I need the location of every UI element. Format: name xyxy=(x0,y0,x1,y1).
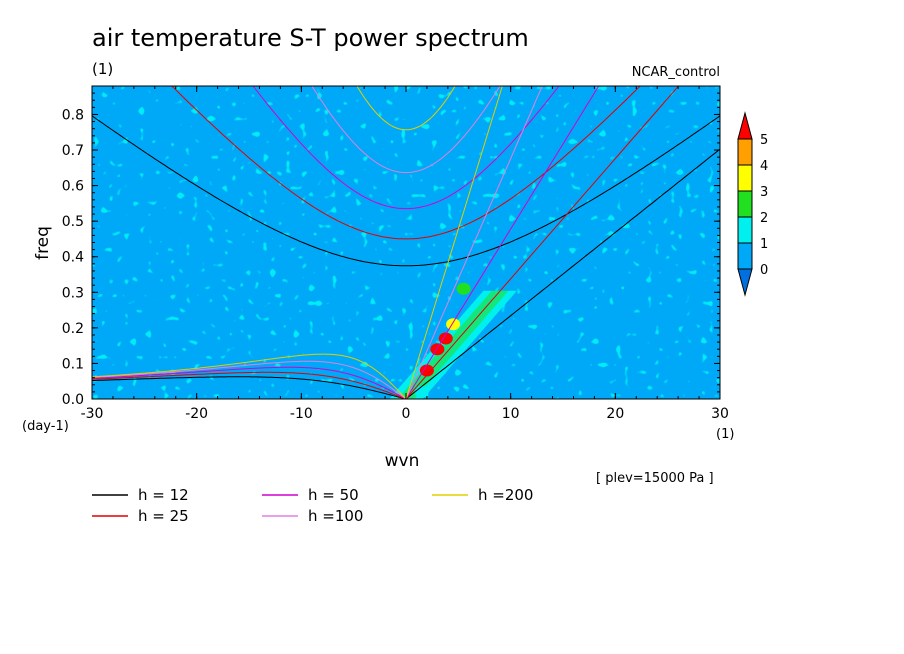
dispersion-curves xyxy=(92,86,720,399)
legend-label: h = 25 xyxy=(138,507,189,525)
chart-subtitle-right: NCAR_control xyxy=(632,65,720,80)
colorbar-label: 3 xyxy=(760,185,768,200)
y-tick-label: 0.4 xyxy=(62,250,84,266)
curve-ig-3 xyxy=(311,86,501,174)
x-tick-label: -20 xyxy=(185,406,208,422)
colorbar-label: 0 xyxy=(760,263,768,278)
noise-texture xyxy=(92,86,720,399)
y-tick-label: 0.6 xyxy=(62,179,84,195)
x-tick-label: -30 xyxy=(81,406,104,422)
plot-area xyxy=(92,86,720,399)
curve-kelvin-2 xyxy=(405,86,600,399)
colorbar-label: 1 xyxy=(760,237,768,252)
colorbar-label: 5 xyxy=(760,133,768,148)
curve-rossby-3 xyxy=(92,360,406,399)
curve-rossby-0 xyxy=(92,376,406,399)
legend-label: h = 50 xyxy=(308,486,359,504)
plev-annotation: [ plev=15000 Pa ] xyxy=(596,471,714,486)
y-tick-label: 0.7 xyxy=(62,143,84,159)
y-axis-ticks: 0.0 0.1 0.2 0.3 0.4 0.5 0.6 0.7 0.8 xyxy=(62,92,720,408)
curve-ig-4 xyxy=(356,86,456,131)
y-tick-label: 0.8 xyxy=(62,107,84,123)
curve-ig-0 xyxy=(92,115,720,267)
legend-label: h =200 xyxy=(478,486,533,504)
hotspot-2 xyxy=(430,343,445,356)
x-tick-label: 0 xyxy=(402,406,411,422)
y-tick-label: 0.0 xyxy=(62,392,84,408)
legend-label: h =100 xyxy=(308,507,363,525)
hotspot-1 xyxy=(419,364,434,377)
colorbar: 0 1 2 3 4 5 xyxy=(737,111,768,297)
curve-kelvin-1 xyxy=(405,86,680,399)
y-unit-label: (day-1) xyxy=(22,419,69,434)
y-tick-label: 0.1 xyxy=(62,356,84,372)
curve-ig-1 xyxy=(171,86,641,240)
x-tick-label: 30 xyxy=(711,406,729,422)
colorbar-segment xyxy=(737,242,753,270)
curve-rossby-1 xyxy=(92,371,406,399)
hotspot-5 xyxy=(456,282,471,295)
colorbar-label: 2 xyxy=(760,211,768,226)
colorbar-min-triangle xyxy=(737,268,753,297)
curve-kelvin-0 xyxy=(405,148,720,399)
y-tick-label: 0.2 xyxy=(62,321,84,337)
y-tick-label: 0.5 xyxy=(62,214,84,230)
chart-title: air temperature S-T power spectrum xyxy=(92,24,529,52)
hotspot-3 xyxy=(438,332,453,345)
x-unit-label: (1) xyxy=(716,427,734,442)
legend: h = 12 h = 25 h = 50 h =100 h =200 xyxy=(92,486,533,525)
x-tick-label: -10 xyxy=(290,406,313,422)
curve-kelvin-4 xyxy=(405,86,503,399)
legend-label: h = 12 xyxy=(138,486,189,504)
x-tick-label: 10 xyxy=(502,406,520,422)
curve-rossby-4 xyxy=(92,353,406,399)
curve-ig-2 xyxy=(252,86,560,210)
colorbar-max-triangle xyxy=(737,111,753,140)
chart-subtitle-left: (1) xyxy=(92,60,113,78)
colorbar-segment xyxy=(737,138,753,166)
colorbar-segment xyxy=(737,164,753,192)
curve-kelvin-3 xyxy=(405,86,543,399)
colorbar-segment xyxy=(737,190,753,218)
hotspot-4 xyxy=(446,318,461,331)
x-axis-ticks: -30 -20 -10 0 10 20 30 xyxy=(81,86,729,422)
y-tick-label: 0.3 xyxy=(62,285,84,301)
curve-rossby-2 xyxy=(92,366,406,399)
colorbar-segment xyxy=(737,216,753,244)
colorbar-label: 4 xyxy=(760,159,768,174)
x-tick-label: 20 xyxy=(606,406,624,422)
y-axis-label: freq xyxy=(33,226,53,260)
x-axis-label: wvn xyxy=(385,451,420,471)
